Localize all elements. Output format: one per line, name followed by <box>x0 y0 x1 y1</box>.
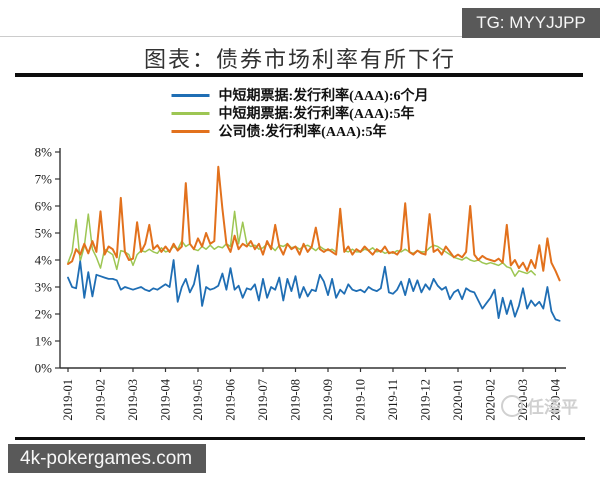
x-tick-label: 2020-02 <box>484 379 498 421</box>
series-line-0 <box>67 259 561 322</box>
series-line-2 <box>67 165 561 282</box>
title-underline <box>15 73 583 77</box>
x-tick-label: 2019-01 <box>61 379 75 421</box>
y-tick-label: 5% <box>35 226 53 241</box>
y-tick-label: 2% <box>35 307 53 322</box>
x-tick-label: 2019-04 <box>159 378 173 420</box>
y-tick-label: 6% <box>35 199 53 214</box>
x-tick-label: 2019-03 <box>126 379 140 421</box>
chart-area: 0% 1% 2% 3% 4% 5% 6% 7% 8% 2019-01 2019-02 2019-03 2… <box>0 140 600 440</box>
top-divider <box>0 36 600 37</box>
legend-item-6m: 中短期票据:发行利率(AAA):6个月 <box>171 88 429 104</box>
x-tick-label: 2019-05 <box>191 379 205 421</box>
legend: 中短期票据:发行利率(AAA):6个月 中短期票据:发行利率(AAA):5年 公… <box>171 88 429 140</box>
watermark-logo-icon <box>501 395 523 417</box>
legend-label: 中短期票据:发行利率(AAA):6个月 <box>218 89 429 104</box>
x-tick-label: 2019-08 <box>289 379 303 421</box>
y-tick-label: 0% <box>35 361 53 376</box>
x-tick-label: 2020-04 <box>549 378 563 420</box>
y-tick-label: 8% <box>35 145 53 160</box>
x-tick-label: 2019-06 <box>224 379 238 421</box>
telegram-badge: TG: MYYJJPP <box>462 8 600 38</box>
y-tick-label: 3% <box>35 280 53 295</box>
series-line-1 <box>67 210 536 277</box>
rate-chart: 0% 1% 2% 3% 4% 5% 6% 7% 8% 2019-01 2019-02 2019-03 2… <box>35 145 578 421</box>
x-tick-label: 2019-11 <box>386 379 400 420</box>
x-tick-label: 2019-02 <box>94 379 108 421</box>
bottom-divider <box>15 437 585 440</box>
x-tick-label: 2019-07 <box>256 379 270 421</box>
watermark-text: 任泽平 <box>526 397 578 417</box>
legend-label: 公司债:发行利率(AAA):5年 <box>218 125 387 140</box>
legend-swatch-blue <box>171 93 210 97</box>
legend-swatch-orange <box>171 129 210 133</box>
y-tick-label: 1% <box>35 334 53 349</box>
x-tick-label: 2019-09 <box>321 379 335 421</box>
legend-item-5y-corp: 公司债:发行利率(AAA):5年 <box>171 124 429 140</box>
x-tick-label: 2019-12 <box>419 379 433 421</box>
x-tick-label: 2020-01 <box>451 379 465 421</box>
y-tick-label: 7% <box>35 172 53 187</box>
legend-swatch-green <box>171 111 210 115</box>
chart-title: 图表：债券市场利率有所下行 <box>143 47 456 72</box>
y-tick-label: 4% <box>35 253 53 268</box>
site-badge: 4k-pokergames.com <box>8 444 206 473</box>
x-tick-label: 2019-10 <box>354 379 368 421</box>
legend-item-5y-note: 中短期票据:发行利率(AAA):5年 <box>171 106 429 122</box>
legend-label: 中短期票据:发行利率(AAA):5年 <box>218 107 415 122</box>
x-tick-label: 2020-03 <box>516 379 530 421</box>
